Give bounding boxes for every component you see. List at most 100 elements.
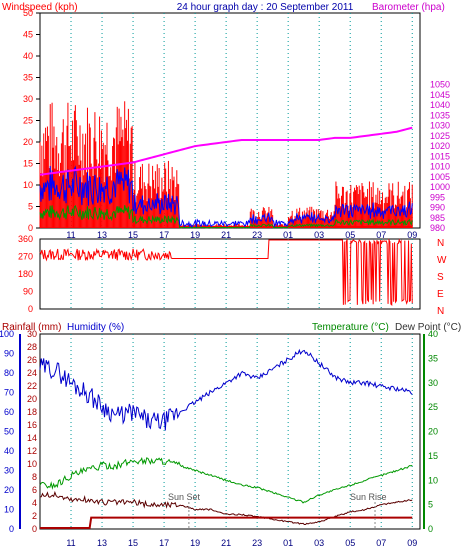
barometer-tick: 1035: [430, 110, 450, 120]
x-tick-label: 03: [314, 230, 324, 240]
x-tick-label: 15: [128, 230, 138, 240]
x-tick-label: 09: [407, 538, 417, 548]
wind-speed-series: [39, 165, 413, 228]
humidity-tick: 80: [4, 368, 14, 378]
barometer-tick: 1050: [430, 80, 450, 90]
barometer-tick: 1015: [430, 151, 450, 161]
barometer-tick: 1000: [430, 182, 450, 192]
rainfall-tick: 26: [27, 355, 37, 365]
humidity-tick: 10: [4, 505, 14, 515]
compass-label: N: [437, 306, 444, 317]
windspeed-tick: 20: [23, 137, 33, 147]
wind-direction-series: [39, 238, 413, 307]
humidity-tick: 40: [4, 446, 14, 456]
x-tick-label: 17: [159, 538, 169, 548]
barometer-tick: 980: [430, 223, 445, 233]
sun-set-annotation: Sun Set: [168, 492, 201, 502]
windspeed-tick: 25: [23, 116, 33, 126]
windspeed-tick: 10: [23, 180, 33, 190]
compass-label: S: [437, 272, 444, 283]
rainfall-tick: 20: [27, 394, 37, 404]
temperature-tick: 0: [428, 524, 433, 534]
compass-label: E: [437, 289, 444, 300]
x-tick-label: 09: [407, 230, 417, 240]
barometer-axis-label: Barometer (hpa): [372, 2, 445, 13]
windspeed-tick: 50: [23, 8, 33, 18]
humidity-tick: 90: [4, 349, 14, 359]
rainfall-tick: 2: [32, 511, 37, 521]
dew-point-series: [39, 490, 413, 526]
barometer-tick: 1005: [430, 172, 450, 182]
rainfall-axis-label: Rainfall (mm): [2, 322, 61, 333]
rainfall-tick: 22: [27, 381, 37, 391]
x-tick-label: 19: [190, 538, 200, 548]
rainfall-tick: 8: [32, 472, 37, 482]
x-tick-label: 23: [252, 230, 262, 240]
rainfall-tick: 16: [27, 420, 37, 430]
temperature-tick: 25: [428, 402, 438, 412]
temperature-tick: 40: [428, 329, 438, 339]
temperature-tick: 10: [428, 475, 438, 485]
barometer-tick: 1045: [430, 90, 450, 100]
x-tick-label: 01: [283, 538, 293, 548]
direction-tick: 0: [28, 304, 33, 314]
barometer-tick: 1040: [430, 100, 450, 110]
direction-tick: 270: [18, 252, 33, 262]
barometer-series: [39, 126, 413, 176]
rainfall-tick: 28: [27, 342, 37, 352]
windspeed-tick: 35: [23, 73, 33, 83]
barometer-tick: 1020: [430, 141, 450, 151]
x-tick-label: 19: [190, 230, 200, 240]
temperature-tick: 5: [428, 500, 433, 510]
dewpoint-axis-label: Dew Point (°C): [395, 322, 461, 333]
direction-tick: 360: [18, 234, 33, 244]
rainfall-tick: 0: [32, 524, 37, 534]
humidity-tick: 100: [0, 329, 14, 339]
rainfall-tick: 18: [27, 407, 37, 417]
x-tick-label: 13: [97, 230, 107, 240]
barometer-tick: 995: [430, 192, 445, 202]
x-tick-label: 23: [252, 538, 262, 548]
rainfall-tick: 6: [32, 485, 37, 495]
humidity-tick: 20: [4, 485, 14, 495]
temp-panel: [39, 333, 421, 530]
windspeed-tick: 5: [28, 202, 33, 212]
x-tick-label: 21: [221, 538, 231, 548]
direction-tick: 90: [23, 287, 33, 297]
temperature-axis-label: Temperature (°C): [312, 322, 389, 333]
x-tick-label: 11: [66, 538, 75, 548]
rainfall-tick: 12: [27, 446, 37, 456]
rainfall-tick: 10: [27, 459, 37, 469]
x-tick-label: 07: [376, 538, 386, 548]
direction-tick: 180: [18, 269, 33, 279]
temperature-tick: 15: [428, 451, 438, 461]
rainfall-tick: 30: [27, 329, 37, 339]
x-tick-label: 05: [345, 538, 355, 548]
humidity-axis-label: Humidity (%): [67, 322, 124, 333]
compass-label: N: [437, 238, 444, 249]
rainfall-tick: 24: [27, 368, 37, 378]
barometer-tick: 990: [430, 203, 445, 213]
humidity-tick: 50: [4, 427, 14, 437]
humidity-tick: 0: [9, 524, 14, 534]
x-tick-label: 03: [314, 538, 324, 548]
temperature-tick: 35: [428, 353, 438, 363]
x-tick-label: 21: [221, 230, 231, 240]
compass-label: W: [437, 255, 447, 266]
windspeed-tick: 30: [23, 94, 33, 104]
x-tick-label: 13: [97, 538, 107, 548]
temperature-tick: 20: [428, 427, 438, 437]
wind-average-series: [39, 204, 413, 229]
barometer-tick: 1010: [430, 162, 450, 172]
humidity-tick: 60: [4, 407, 14, 417]
humidity-series: [39, 348, 413, 431]
temperature-tick: 30: [428, 378, 438, 388]
sun-rise-annotation: Sun Rise: [350, 492, 387, 502]
x-tick-label: 05: [345, 230, 355, 240]
x-tick-label: 11: [66, 230, 75, 240]
rainfall-tick: 14: [27, 433, 37, 443]
rainfall-series: [40, 516, 413, 529]
rainfall-tick: 4: [32, 498, 37, 508]
windspeed-tick: 15: [23, 159, 33, 169]
